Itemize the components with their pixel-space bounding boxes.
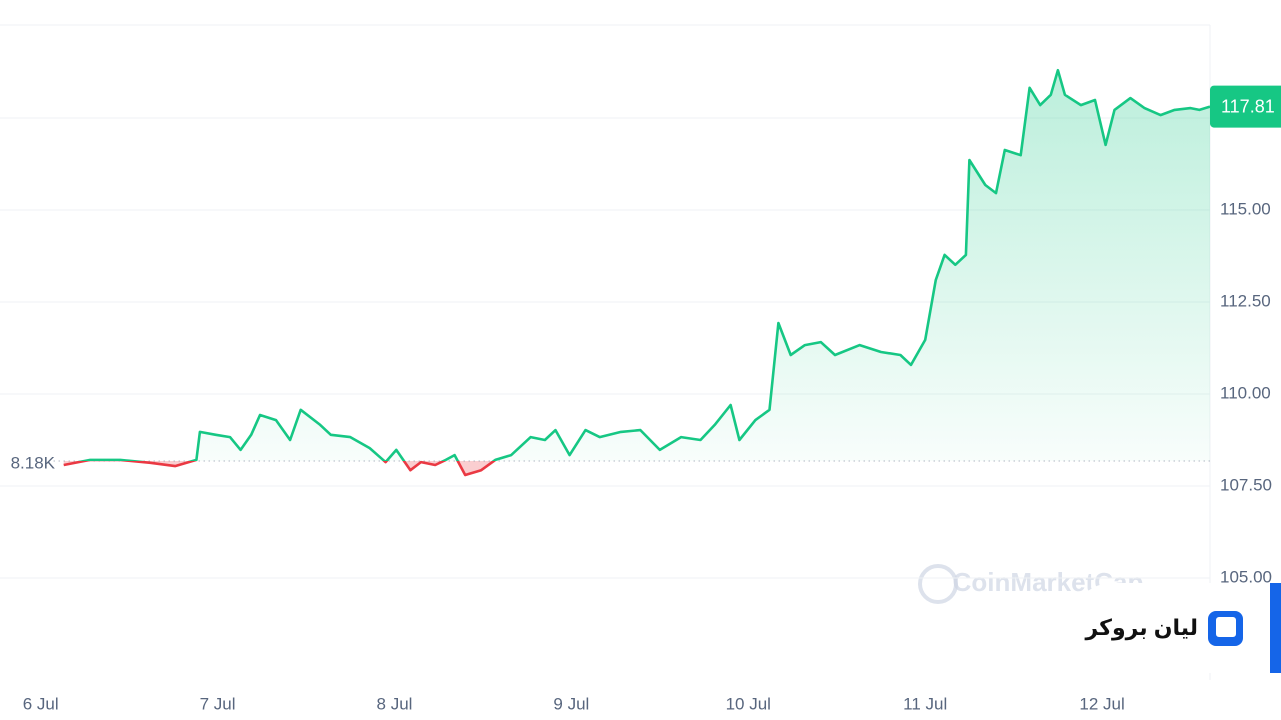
y-tick-label: 105.00	[1220, 567, 1272, 586]
x-tick-label: 11 Jul	[903, 694, 947, 713]
x-tick-label: 9 Jul	[553, 694, 589, 713]
watermark-logo	[918, 564, 958, 604]
badge: لیان بروکر	[1072, 583, 1281, 673]
last-price-label: 117.81	[1221, 96, 1275, 116]
badge-text: لیان بروکر	[1085, 615, 1199, 641]
y-tick-label: 107.50	[1220, 475, 1272, 494]
y-tick-label: 112.50	[1220, 291, 1271, 310]
price-line	[63, 68, 1211, 477]
x-tick-label: 6 Jul	[23, 694, 59, 713]
y-tick-label: 115.00	[1220, 199, 1271, 218]
last-price-tag	[1210, 85, 1281, 128]
x-tick-label: 10 Jul	[726, 694, 771, 713]
badge-box	[1072, 583, 1281, 673]
x-tick-label: 8 Jul	[377, 694, 413, 713]
reference-label: 8.18K	[11, 453, 56, 472]
price-area	[63, 70, 1211, 475]
y-tick-label: 110.00	[1220, 383, 1271, 402]
x-tick-label: 7 Jul	[200, 694, 236, 713]
badge-icon-inner	[1216, 617, 1236, 637]
x-tick-label: 12 Jul	[1079, 694, 1124, 713]
badge-strip	[1270, 583, 1281, 673]
